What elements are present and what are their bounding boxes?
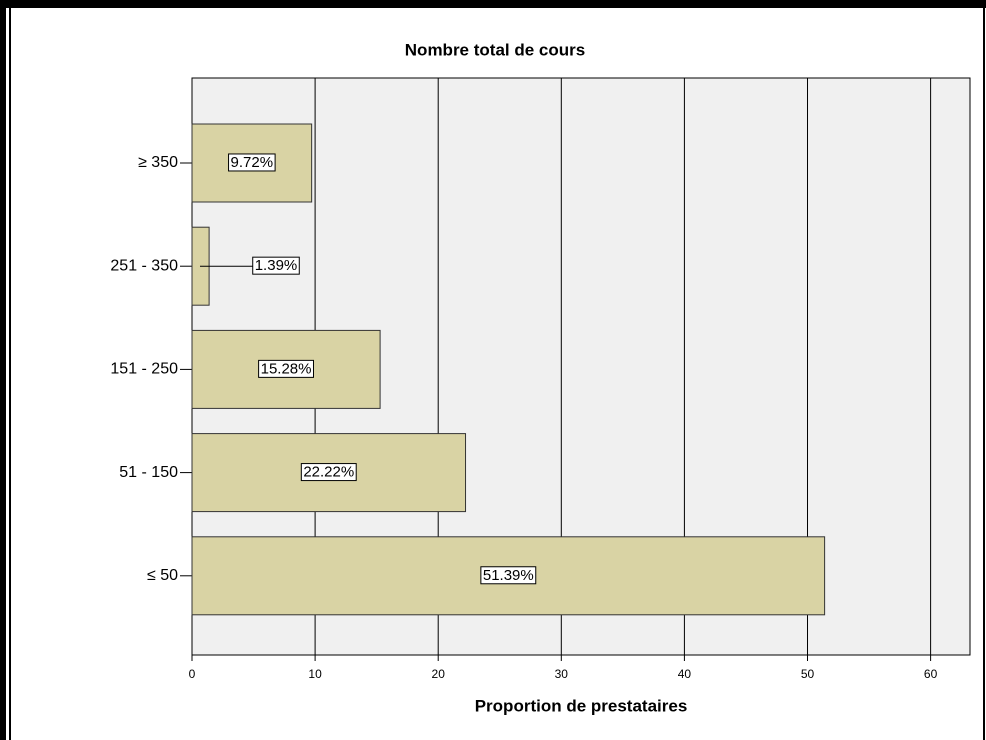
value-label: 22.22% (303, 464, 354, 481)
value-label-box (228, 153, 276, 172)
value-label-box (258, 359, 314, 378)
frame-left (0, 0, 6, 740)
y-tick-label: ≤ 50 (147, 567, 178, 584)
x-tick-label: 30 (555, 667, 569, 681)
value-label-box (252, 256, 300, 275)
frame-left-inner (9, 8, 11, 740)
y-tick-label: ≥ 350 (138, 154, 178, 171)
value-label: 15.28% (261, 360, 312, 377)
x-tick-label: 0 (189, 667, 196, 681)
value-label: 1.39% (255, 257, 298, 274)
chart-title: Nombre total de cours (405, 40, 585, 59)
x-tick-label: 10 (308, 667, 322, 681)
y-tick-label: 251 - 350 (110, 257, 178, 274)
value-label: 9.72% (231, 154, 274, 171)
value-label: 51.39% (483, 567, 534, 584)
value-label-box (300, 463, 357, 482)
x-tick-label: 60 (924, 667, 938, 681)
x-tick-label: 40 (678, 667, 692, 681)
value-label-box (480, 566, 537, 585)
y-tick-label: 51 - 150 (119, 464, 178, 481)
x-axis-title: Proportion de prestataires (475, 696, 688, 715)
y-tick-label: 151 - 250 (110, 361, 178, 378)
x-tick-label: 20 (432, 667, 446, 681)
x-tick-label: 50 (801, 667, 815, 681)
frame-right (983, 8, 985, 740)
frame-top (0, 0, 986, 8)
